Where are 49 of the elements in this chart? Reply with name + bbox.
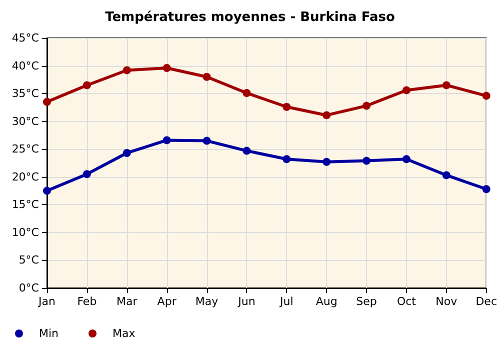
x-tick-label: Feb — [77, 295, 97, 308]
y-tick-label: 40°C — [12, 59, 40, 72]
point — [322, 158, 331, 166]
y-tick-label: 10°C — [12, 226, 40, 239]
point — [482, 185, 490, 194]
y-tick-label: 35°C — [12, 87, 40, 100]
point — [122, 66, 131, 74]
point — [242, 89, 251, 97]
x-tick-label: May — [195, 295, 219, 308]
point — [43, 98, 51, 106]
point — [282, 102, 291, 111]
point — [82, 81, 91, 90]
x-tick-label: Jan — [38, 295, 56, 308]
y-tick-label: 15°C — [12, 198, 40, 212]
point — [322, 111, 331, 120]
x-tick-label: Mar — [116, 295, 138, 308]
chart-title: Températures moyennes - Burkina Faso — [105, 10, 395, 25]
point — [242, 146, 251, 155]
point — [202, 136, 211, 145]
point — [122, 149, 131, 157]
x-tick-label: Aug — [316, 295, 338, 308]
point — [362, 102, 371, 110]
point — [402, 86, 410, 94]
point — [442, 81, 450, 90]
x-tick-label: Jun — [237, 295, 256, 308]
y-tick-label: 45°C — [12, 32, 40, 44]
legend-label: Min — [39, 327, 59, 340]
x-tick-label: Apr — [157, 295, 177, 308]
y-tick-label: 5°C — [18, 254, 40, 267]
point — [442, 171, 450, 180]
point — [162, 64, 171, 72]
legend-label: Max — [112, 327, 136, 340]
y-tick-label: 25°C — [12, 142, 40, 156]
point — [402, 155, 410, 164]
y-tick-label: 0°C — [18, 282, 40, 294]
point — [202, 72, 211, 81]
point — [82, 170, 91, 178]
point — [282, 155, 291, 164]
point — [162, 136, 171, 144]
x-tick-label: Jul — [279, 295, 294, 308]
x-tick-label: Sep — [356, 295, 377, 308]
point — [43, 186, 51, 195]
point — [482, 92, 490, 100]
x-tick-label: Dec — [476, 295, 498, 308]
y-tick-label: 20°C — [12, 170, 40, 184]
x-tick-label: Oct — [396, 295, 417, 308]
y-tick-label: 30°C — [12, 114, 40, 128]
point — [362, 156, 371, 165]
x-tick-label: Nov — [436, 295, 458, 308]
